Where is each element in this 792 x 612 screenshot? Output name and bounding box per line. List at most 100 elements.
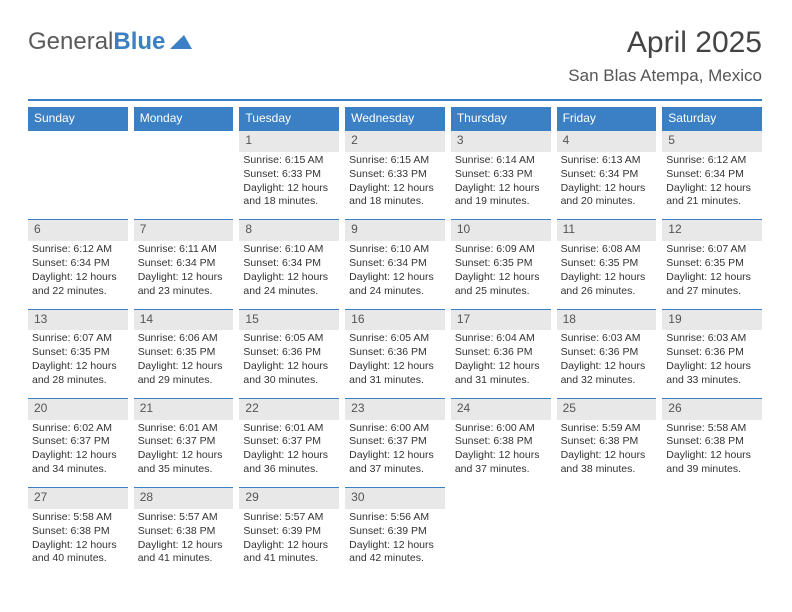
- day-info: Sunrise: 6:07 AMSunset: 6:35 PMDaylight:…: [662, 241, 762, 298]
- calendar-cell-empty: [134, 130, 234, 219]
- sunrise-line: Sunrise: 6:00 AM: [349, 422, 441, 436]
- sunset-line: Sunset: 6:39 PM: [243, 525, 335, 539]
- daylight-line: Daylight: 12 hours and 18 minutes.: [243, 182, 335, 210]
- daylight-line: Daylight: 12 hours and 18 minutes.: [349, 182, 441, 210]
- day-info: Sunrise: 6:10 AMSunset: 6:34 PMDaylight:…: [239, 241, 339, 298]
- daylight-line: Daylight: 12 hours and 32 minutes.: [561, 360, 653, 388]
- day-number: 18: [557, 309, 657, 331]
- day-number: 24: [451, 398, 551, 420]
- sunrise-line: Sunrise: 6:05 AM: [243, 332, 335, 346]
- day-number: 16: [345, 309, 445, 331]
- sunset-line: Sunset: 6:34 PM: [138, 257, 230, 271]
- sunset-line: Sunset: 6:34 PM: [243, 257, 335, 271]
- day-number: 19: [662, 309, 762, 331]
- daylight-line: Daylight: 12 hours and 20 minutes.: [561, 182, 653, 210]
- calendar-cell: 6Sunrise: 6:12 AMSunset: 6:34 PMDaylight…: [28, 219, 128, 308]
- sunrise-line: Sunrise: 5:59 AM: [561, 422, 653, 436]
- sunset-line: Sunset: 6:35 PM: [138, 346, 230, 360]
- day-info: Sunrise: 6:05 AMSunset: 6:36 PMDaylight:…: [239, 330, 339, 387]
- sunrise-line: Sunrise: 6:07 AM: [32, 332, 124, 346]
- sunrise-line: Sunrise: 6:01 AM: [138, 422, 230, 436]
- day-info: Sunrise: 5:57 AMSunset: 6:38 PMDaylight:…: [134, 509, 234, 566]
- calendar-cell: 21Sunrise: 6:01 AMSunset: 6:37 PMDayligh…: [134, 398, 234, 487]
- sunrise-line: Sunrise: 6:05 AM: [349, 332, 441, 346]
- sunset-line: Sunset: 6:39 PM: [349, 525, 441, 539]
- header: April 2025 San Blas Atempa, Mexico: [568, 26, 762, 86]
- sunset-line: Sunset: 6:35 PM: [666, 257, 758, 271]
- day-info: Sunrise: 6:07 AMSunset: 6:35 PMDaylight:…: [28, 330, 128, 387]
- sunset-line: Sunset: 6:38 PM: [666, 435, 758, 449]
- sunrise-line: Sunrise: 6:03 AM: [666, 332, 758, 346]
- day-number: 29: [239, 487, 339, 509]
- day-number: 22: [239, 398, 339, 420]
- weekday-header: Sunday: [28, 107, 128, 130]
- day-number: 21: [134, 398, 234, 420]
- day-number: 23: [345, 398, 445, 420]
- day-info: Sunrise: 6:14 AMSunset: 6:33 PMDaylight:…: [451, 152, 551, 209]
- day-info: Sunrise: 5:59 AMSunset: 6:38 PMDaylight:…: [557, 420, 657, 477]
- sunrise-line: Sunrise: 6:04 AM: [455, 332, 547, 346]
- day-info: Sunrise: 6:02 AMSunset: 6:37 PMDaylight:…: [28, 420, 128, 477]
- daylight-line: Daylight: 12 hours and 25 minutes.: [455, 271, 547, 299]
- day-number: 27: [28, 487, 128, 509]
- sunset-line: Sunset: 6:34 PM: [666, 168, 758, 182]
- daylight-line: Daylight: 12 hours and 24 minutes.: [243, 271, 335, 299]
- sunrise-line: Sunrise: 6:12 AM: [666, 154, 758, 168]
- daylight-line: Daylight: 12 hours and 21 minutes.: [666, 182, 758, 210]
- sunset-line: Sunset: 6:36 PM: [243, 346, 335, 360]
- day-number: 15: [239, 309, 339, 331]
- daylight-line: Daylight: 12 hours and 33 minutes.: [666, 360, 758, 388]
- brand-part1: General: [28, 28, 113, 55]
- sunset-line: Sunset: 6:34 PM: [349, 257, 441, 271]
- sunrise-line: Sunrise: 5:58 AM: [666, 422, 758, 436]
- sunset-line: Sunset: 6:37 PM: [349, 435, 441, 449]
- daylight-line: Daylight: 12 hours and 35 minutes.: [138, 449, 230, 477]
- calendar-cell: 29Sunrise: 5:57 AMSunset: 6:39 PMDayligh…: [239, 487, 339, 576]
- day-info: Sunrise: 5:56 AMSunset: 6:39 PMDaylight:…: [345, 509, 445, 566]
- weekday-header: Wednesday: [345, 107, 445, 130]
- day-info: Sunrise: 6:00 AMSunset: 6:37 PMDaylight:…: [345, 420, 445, 477]
- sunrise-line: Sunrise: 6:06 AM: [138, 332, 230, 346]
- calendar-cell: 12Sunrise: 6:07 AMSunset: 6:35 PMDayligh…: [662, 219, 762, 308]
- day-number: 2: [345, 130, 445, 152]
- header-rule: [28, 99, 762, 101]
- daynum-empty: [134, 130, 234, 150]
- calendar-cell: 4Sunrise: 6:13 AMSunset: 6:34 PMDaylight…: [557, 130, 657, 219]
- day-number: 26: [662, 398, 762, 420]
- daylight-line: Daylight: 12 hours and 34 minutes.: [32, 449, 124, 477]
- daylight-line: Daylight: 12 hours and 31 minutes.: [349, 360, 441, 388]
- day-number: 25: [557, 398, 657, 420]
- sunset-line: Sunset: 6:35 PM: [561, 257, 653, 271]
- calendar-cell: 25Sunrise: 5:59 AMSunset: 6:38 PMDayligh…: [557, 398, 657, 487]
- day-number: 6: [28, 219, 128, 241]
- day-info: Sunrise: 6:00 AMSunset: 6:38 PMDaylight:…: [451, 420, 551, 477]
- day-number: 8: [239, 219, 339, 241]
- calendar-cell: 1Sunrise: 6:15 AMSunset: 6:33 PMDaylight…: [239, 130, 339, 219]
- calendar-cell: 17Sunrise: 6:04 AMSunset: 6:36 PMDayligh…: [451, 309, 551, 398]
- sunrise-line: Sunrise: 6:01 AM: [243, 422, 335, 436]
- sunrise-line: Sunrise: 5:57 AM: [243, 511, 335, 525]
- calendar-cell: 24Sunrise: 6:00 AMSunset: 6:38 PMDayligh…: [451, 398, 551, 487]
- calendar-cell: 27Sunrise: 5:58 AMSunset: 6:38 PMDayligh…: [28, 487, 128, 576]
- daylight-line: Daylight: 12 hours and 37 minutes.: [455, 449, 547, 477]
- daylight-line: Daylight: 12 hours and 22 minutes.: [32, 271, 124, 299]
- daylight-line: Daylight: 12 hours and 24 minutes.: [349, 271, 441, 299]
- day-number: 4: [557, 130, 657, 152]
- daylight-line: Daylight: 12 hours and 19 minutes.: [455, 182, 547, 210]
- day-number: 3: [451, 130, 551, 152]
- day-info: Sunrise: 6:10 AMSunset: 6:34 PMDaylight:…: [345, 241, 445, 298]
- sunrise-line: Sunrise: 6:14 AM: [455, 154, 547, 168]
- sunset-line: Sunset: 6:38 PM: [32, 525, 124, 539]
- calendar-cell: 15Sunrise: 6:05 AMSunset: 6:36 PMDayligh…: [239, 309, 339, 398]
- calendar-cell: 7Sunrise: 6:11 AMSunset: 6:34 PMDaylight…: [134, 219, 234, 308]
- day-info: Sunrise: 6:06 AMSunset: 6:35 PMDaylight:…: [134, 330, 234, 387]
- sunrise-line: Sunrise: 6:12 AM: [32, 243, 124, 257]
- day-info: Sunrise: 6:01 AMSunset: 6:37 PMDaylight:…: [239, 420, 339, 477]
- calendar-cell: 26Sunrise: 5:58 AMSunset: 6:38 PMDayligh…: [662, 398, 762, 487]
- day-info: Sunrise: 6:03 AMSunset: 6:36 PMDaylight:…: [662, 330, 762, 387]
- day-number: 14: [134, 309, 234, 331]
- sunset-line: Sunset: 6:36 PM: [561, 346, 653, 360]
- day-info: Sunrise: 6:08 AMSunset: 6:35 PMDaylight:…: [557, 241, 657, 298]
- weekday-header: Monday: [134, 107, 234, 130]
- day-number: 17: [451, 309, 551, 331]
